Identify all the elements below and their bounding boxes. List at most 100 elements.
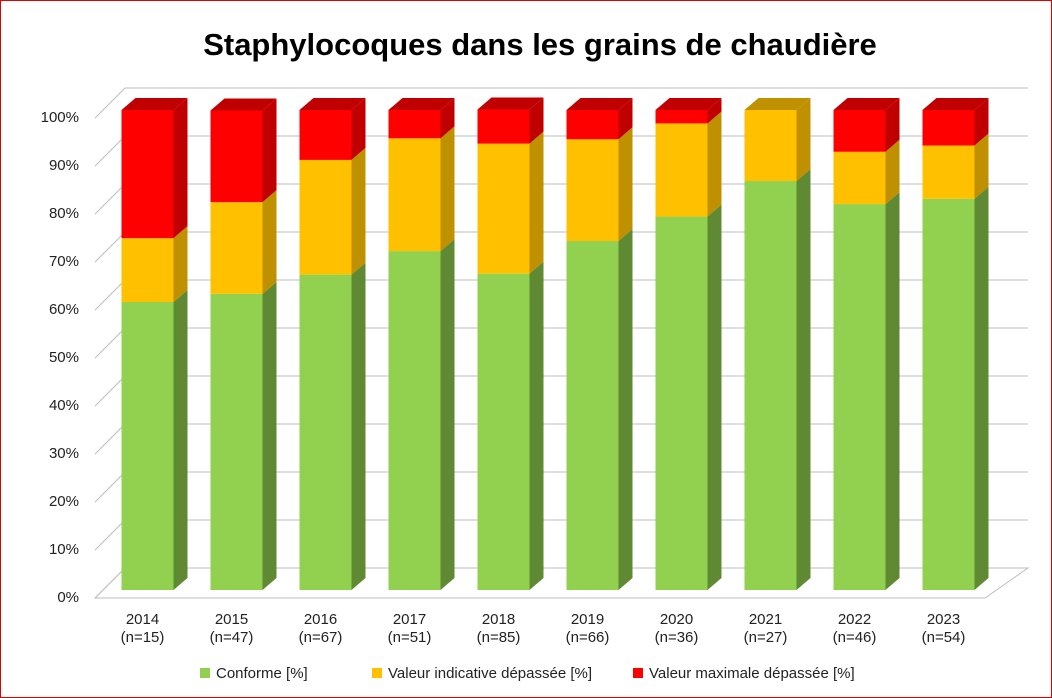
x-tick-sublabel: (n=51) — [388, 629, 432, 646]
bar-segment-top — [299, 98, 366, 110]
y-tick-label: 20% — [49, 493, 79, 510]
x-tick-label: 2018 — [482, 611, 515, 628]
bar-segment-top — [655, 98, 722, 110]
bar-segment — [210, 110, 263, 203]
bar-segment — [477, 143, 530, 274]
bar-segment — [922, 198, 975, 591]
bar-segment — [121, 302, 174, 590]
bar-segment — [833, 204, 886, 590]
x-tick-sublabel: (n=27) — [744, 629, 788, 646]
x-tick-sublabel: (n=66) — [566, 629, 610, 646]
bar-segment-side — [351, 147, 366, 275]
bar-segment-top — [566, 98, 633, 110]
grid-line — [94, 87, 1028, 119]
bar-segment-side — [529, 131, 544, 274]
bar-segment-side — [796, 169, 811, 591]
bar-segment-side — [173, 290, 188, 590]
legend-label: Valeur maximale dépassée [%] — [649, 665, 855, 682]
bar-segment-side — [529, 261, 544, 590]
x-tick-label: 2021 — [749, 611, 782, 628]
bar-segment-side — [173, 98, 188, 239]
bar-segment — [566, 139, 619, 242]
bar-segment — [655, 110, 708, 124]
x-tick-sublabel: (n=15) — [121, 629, 165, 646]
y-tick-label: 50% — [49, 349, 79, 366]
x-tick-label: 2015 — [215, 611, 248, 628]
bar-segment-side — [618, 127, 633, 242]
bar-segment — [655, 216, 708, 590]
bar-segment-top — [477, 97, 544, 110]
legend-swatch — [200, 668, 210, 678]
bar-segment-top — [121, 98, 188, 110]
legend-swatch — [633, 668, 643, 678]
x-tick-sublabel: (n=67) — [299, 629, 343, 646]
bar-segment — [388, 251, 441, 590]
bar-segment-side — [262, 281, 277, 590]
legend-label: Valeur indicative dépassée [%] — [388, 665, 592, 682]
bar-segment-top — [210, 98, 277, 111]
y-tick-label: 30% — [49, 445, 79, 462]
bar-segment — [210, 202, 263, 294]
bar-segment — [210, 293, 263, 590]
bar-segment-side — [440, 239, 455, 590]
y-tick-label: 100% — [41, 109, 79, 126]
bar-segment-top — [744, 98, 811, 110]
x-tick-label: 2014 — [126, 611, 159, 628]
bar-segment-side — [707, 98, 722, 124]
x-tick-label: 2022 — [838, 611, 871, 628]
bar-segment — [477, 109, 530, 144]
bar-segment-side — [173, 226, 188, 302]
bar-segment — [922, 110, 975, 146]
bar-segment — [121, 238, 174, 302]
bar-segment-side — [707, 204, 722, 590]
legend-swatch — [372, 668, 382, 678]
bar-segment — [121, 110, 174, 239]
bar-segment — [299, 159, 352, 275]
bar-segment-side — [974, 98, 989, 146]
bar-segment-side — [618, 229, 633, 591]
x-tick-label: 2020 — [660, 611, 693, 628]
bar-segment-side — [885, 98, 900, 152]
y-tick-label: 70% — [49, 253, 79, 270]
x-tick-sublabel: (n=85) — [477, 629, 521, 646]
x-tick-sublabel: (n=47) — [210, 629, 254, 646]
x-tick-sublabel: (n=46) — [833, 629, 877, 646]
bar-segment — [388, 138, 441, 252]
bar-segment — [566, 241, 619, 591]
bar-segment-side — [618, 98, 633, 140]
bar-segment-side — [440, 126, 455, 252]
y-tick-label: 90% — [49, 157, 79, 174]
bar-segment-side — [885, 139, 900, 205]
bar-segment-top — [833, 98, 900, 110]
bar-segment — [833, 151, 886, 205]
bar-segment-side — [529, 97, 544, 144]
bar-segment — [477, 273, 530, 590]
y-tick-label: 10% — [49, 541, 79, 558]
bar-segment — [922, 145, 975, 199]
y-tick-label: 60% — [49, 301, 79, 318]
bar-segment-side — [885, 192, 900, 590]
bar-segment — [744, 110, 797, 182]
bar-segment — [388, 110, 441, 139]
bar-segment-side — [440, 98, 455, 139]
bar-segment-side — [974, 186, 989, 591]
bar-segment — [299, 110, 352, 160]
bar-segment-side — [351, 262, 366, 590]
chart-title: Staphylocoques dans les grains de chaudi… — [203, 27, 877, 62]
bar-segment — [833, 110, 886, 152]
x-tick-label: 2019 — [571, 611, 604, 628]
y-tick-label: 80% — [49, 205, 79, 222]
bar-segment-top — [922, 98, 989, 110]
bar-segment — [299, 274, 352, 590]
legend-label: Conforme [%] — [216, 665, 308, 682]
bar-segment — [655, 123, 708, 217]
bar-segment-side — [707, 111, 722, 217]
bar-segment — [744, 181, 797, 591]
bar-segment — [566, 110, 619, 140]
y-tick-label: 40% — [49, 397, 79, 414]
bar-segment-top — [388, 98, 455, 110]
bar-segment-side — [974, 133, 989, 199]
y-tick-label: 0% — [57, 589, 79, 606]
bar-segment-side — [351, 98, 366, 160]
bar-segment-side — [796, 98, 811, 182]
